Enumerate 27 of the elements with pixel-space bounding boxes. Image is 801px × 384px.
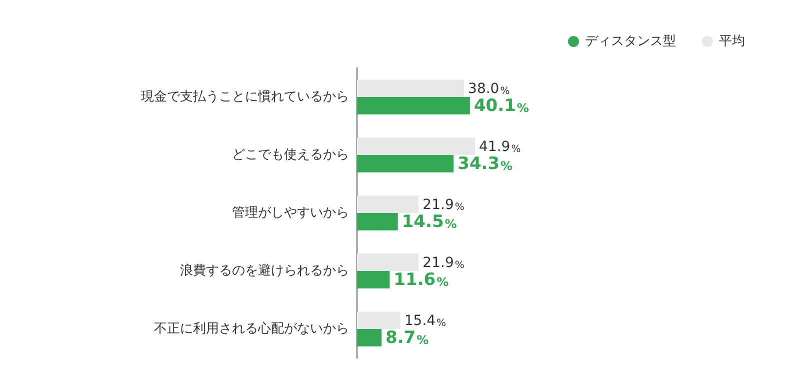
bar [357, 254, 419, 271]
legend-label: ディスタンス型 [585, 33, 676, 50]
data-label: 41.9% [479, 138, 521, 155]
y-tick-label: 管理がしやすいから [232, 205, 349, 220]
bar [357, 196, 419, 213]
data-label: 14.5% [402, 212, 457, 232]
y-tick-label: 浪費するのを避けられるから [180, 262, 349, 278]
y-tick-label: 現金で支払うことに慣れているから [141, 89, 349, 104]
y-tick-label: 不正に利用される心配がないから [154, 320, 349, 336]
data-label: 15.4% [404, 312, 446, 329]
bar [357, 80, 464, 97]
bar [357, 155, 454, 172]
data-label: 11.6% [394, 270, 449, 290]
bar [357, 97, 470, 114]
data-label: 21.9% [422, 196, 464, 213]
bar [357, 213, 398, 230]
bar [357, 138, 476, 155]
bar [357, 271, 390, 288]
bar [357, 329, 382, 346]
bar [357, 312, 400, 329]
data-label: 21.9% [422, 254, 464, 271]
y-tick-label: どこでも使えるから [232, 147, 349, 162]
legend-label: 平均 [719, 33, 745, 50]
data-label: 40.1% [474, 96, 529, 116]
data-label: 8.7% [386, 328, 429, 348]
data-label: 34.3% [458, 154, 513, 174]
data-label: 38.0% [468, 80, 510, 97]
